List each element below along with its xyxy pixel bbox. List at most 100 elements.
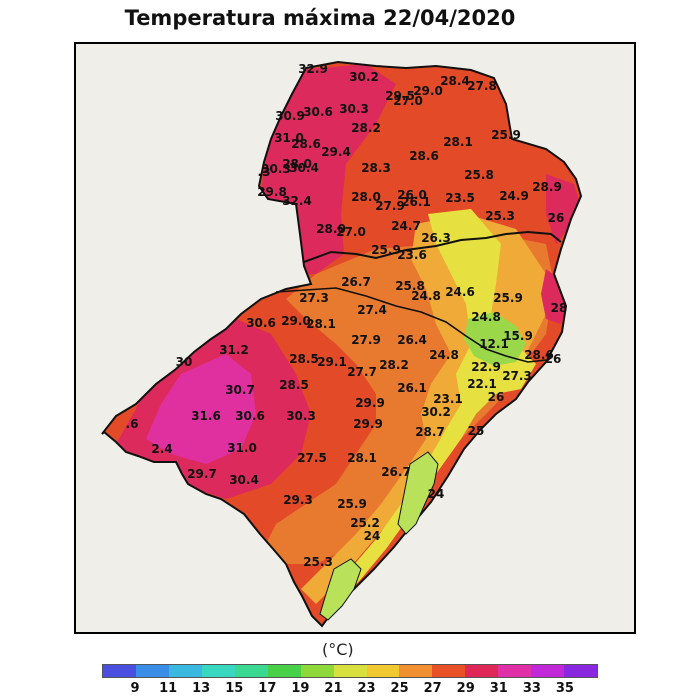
temperature-value-label: 26.7 [341,275,371,289]
temperature-value-label: 26.4 [397,333,427,347]
temperature-value-label: 23.1 [433,392,463,406]
temperature-value-label: 28.4 [440,74,470,88]
temperature-value-label: 25 [468,424,485,438]
temperature-value-label: 24.8 [411,289,441,303]
temperature-value-label: 24.9 [499,189,529,203]
temperature-value-label: 28.2 [351,121,381,135]
color-scale-tick-label: 21 [324,681,343,696]
temperature-value-label: 27.3 [299,291,329,305]
temperature-value-label: 28.3 [361,161,391,175]
temperature-map: 32.930.229.529.028.427.827.030.930.6 30.3… [101,61,582,627]
temperature-value-label: 31.0 [274,131,304,145]
temperature-value-label: .3 [258,165,271,179]
temperature-value-label: 28.9 [532,180,562,194]
color-scale-tick-label: 33 [522,681,541,696]
temperature-value-label: 12.1 [479,337,509,351]
temperature-value-label: 30.4 [289,161,319,175]
temperature-value-label: 2.4 [151,442,172,456]
temperature-value-label: 29.8 [257,185,287,199]
color-scale-segment [103,665,136,677]
color-scale-tick-label: 23 [357,681,376,696]
temperature-value-label: 28.1 [306,317,336,331]
color-scale-tick-label: 11 [159,681,178,696]
temperature-labels: 32.930.229.529.028.427.827.030.930.6 30.3… [126,62,568,569]
color-scale-ticks: 9 11 13 15 17 19 21 23 25 27 29 31 33 35 [102,681,598,699]
temperature-value-label: 27.9 [375,199,405,213]
temperature-value-label: 29.9 [355,396,385,410]
temperature-value-label: 30 [176,355,193,369]
temperature-value-label: 27.5 [297,451,327,465]
color-scale-segment [399,665,433,677]
temperature-value-label: 27.0 [336,225,366,239]
temperature-value-label: 30.7 [225,383,255,397]
temperature-value-label: 28.5 [279,378,309,392]
temperature-value-label: 31.6 [191,409,221,423]
temperature-value-label: 27.7 [347,365,377,379]
color-scale-segment [135,665,169,677]
temperature-value-label: 30.6 [303,105,333,119]
temperature-value-label: 24.8 [471,310,501,324]
color-scale-tick-label: 15 [225,681,244,696]
color-scale-tick-label: 29 [456,681,475,696]
map-title: Temperatura máxima 22/04/2020 [124,6,516,30]
temperature-value-label: 25.9 [337,497,367,511]
temperature-value-label: 25.9 [371,243,401,257]
temperature-value-label: 23.6 [397,248,427,262]
temperature-value-label: 24.6 [445,285,475,299]
temperature-value-label: 28.0 [316,222,346,236]
temperature-value-label: 29.4 [321,145,351,159]
temperature-value-label: 24.7 [391,219,421,233]
temperature-value-label: 24 [364,529,381,543]
color-scale-segment [498,665,532,677]
temperature-value-label: 32.9 [298,62,328,76]
temperature-value-label: 29.0 [413,84,443,98]
temperature-value-label: 25.9 [493,291,523,305]
temperature-value-label: 30.2 [421,405,451,419]
temperature-value-label: 30.4 [229,473,259,487]
temperature-value-label: 30.3 [286,409,316,423]
temperature-value-label: 23.5 [445,191,475,205]
temperature-value-label: 30.6 [235,409,265,423]
color-scale-segment [234,665,268,677]
temperature-value-label: 28.1 [443,135,473,149]
temperature-value-label: 29.9 [353,417,383,431]
color-scale-tick-label: 17 [258,681,277,696]
temperature-value-label: 26 [545,352,562,366]
temperature-value-label: 26.7 [381,465,411,479]
temperature-value-label: 29.5 [385,89,415,103]
temperature-value-label: 30.3 [261,162,291,176]
color-scale-segment [201,665,235,677]
temperature-value-label: 26.1 [401,195,431,209]
temperature-value-label: 26.3 [421,231,451,245]
state-borders [101,61,582,627]
color-scale-segment [531,665,565,677]
color-scale-tick-label: 13 [192,681,211,696]
color-scale-tick-label: 9 [130,681,140,696]
color-scale-segment [333,665,367,677]
temperature-value-label: 28.0 [282,157,312,171]
color-scale-bar [102,664,598,678]
temperature-value-label: 24 [428,487,445,501]
color-scale-tick-label: 19 [291,681,310,696]
temperature-value-label: 27.8 [467,79,497,93]
temperature-value-label: 28 [551,301,568,315]
temperature-value-label: 30.6 [246,316,276,330]
temperature-value-label: 22.1 [467,377,497,391]
temperature-value-label: 25.8 [395,279,425,293]
temperature-value-label: 26.1 [397,381,427,395]
temperature-value-label: 26.0 [397,188,427,202]
color-scale-segment [432,665,466,677]
temperature-value-label: 29.1 [317,355,347,369]
temperature-value-label: 28.0 [351,190,381,204]
temperature-value-label: 27.0 [393,94,423,108]
color-scale-tick-label: 27 [423,681,442,696]
temperature-value-label: 25.3 [303,555,333,569]
temperature-value-label: 28.1 [347,451,377,465]
temperature-value-label: 25.3 [485,209,515,223]
temperature-value-label: .6 [126,417,139,431]
color-scale-segment [564,665,598,677]
color-scale-segment [300,665,334,677]
color-scale-segment [267,665,301,677]
temperature-value-label: 30.3 [339,102,369,116]
temperature-value-label: 28.2 [379,358,409,372]
